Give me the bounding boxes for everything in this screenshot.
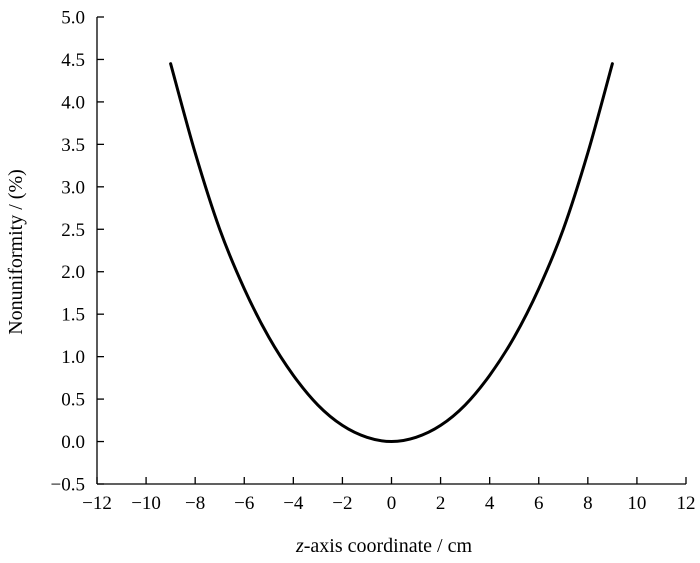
y-tick-label: 3.0: [61, 177, 85, 198]
x-tick-label: −10: [131, 493, 161, 514]
plot-area: [169, 62, 614, 444]
y-tick-label: 1.5: [61, 305, 85, 326]
x-tick-label: 8: [583, 493, 593, 514]
y-axis-label: Nonuniformity / (%): [5, 169, 27, 335]
y-tick-label: 5.0: [61, 8, 85, 29]
x-tick-label: 2: [436, 493, 446, 514]
axes: [96, 17, 686, 485]
y-tick-label: 4.0: [61, 92, 85, 113]
x-tick-label: −2: [332, 493, 352, 514]
y-tick-label: 2.0: [61, 262, 85, 283]
x-axis-label-variable: z: [295, 535, 304, 557]
y-tick-label: 0.0: [61, 432, 85, 453]
x-axis-label-text: -axis coordinate / cm: [304, 535, 473, 557]
x-tick-label: −4: [283, 493, 304, 514]
x-tick-label: −8: [185, 493, 205, 514]
y-tick-label: 4.5: [61, 50, 85, 71]
x-tick-label: 4: [485, 493, 495, 514]
x-tick-label: 10: [627, 493, 646, 514]
x-tick-label: −12: [82, 493, 112, 514]
x-tick-label: 6: [534, 493, 544, 514]
y-tick-label: 3.5: [61, 135, 85, 156]
x-tick-label: 12: [677, 493, 696, 514]
series-line: [169, 62, 614, 444]
x-tick-label: 0: [387, 493, 397, 514]
x-tick-label: −6: [234, 493, 254, 514]
x-axis-label: z-axis coordinate / cm: [295, 535, 473, 557]
y-tick-label: 0.5: [61, 390, 85, 411]
ticks: −0.5 0.0 0.5 1.0 1.5 2.0 2.5 3.0 3.5 4.0 4.5 5.0 −12…: [51, 8, 696, 515]
y-tick-label: 1.0: [61, 347, 85, 368]
y-tick-label: −0.5: [51, 475, 85, 496]
y-tick-label: 2.5: [61, 220, 85, 241]
